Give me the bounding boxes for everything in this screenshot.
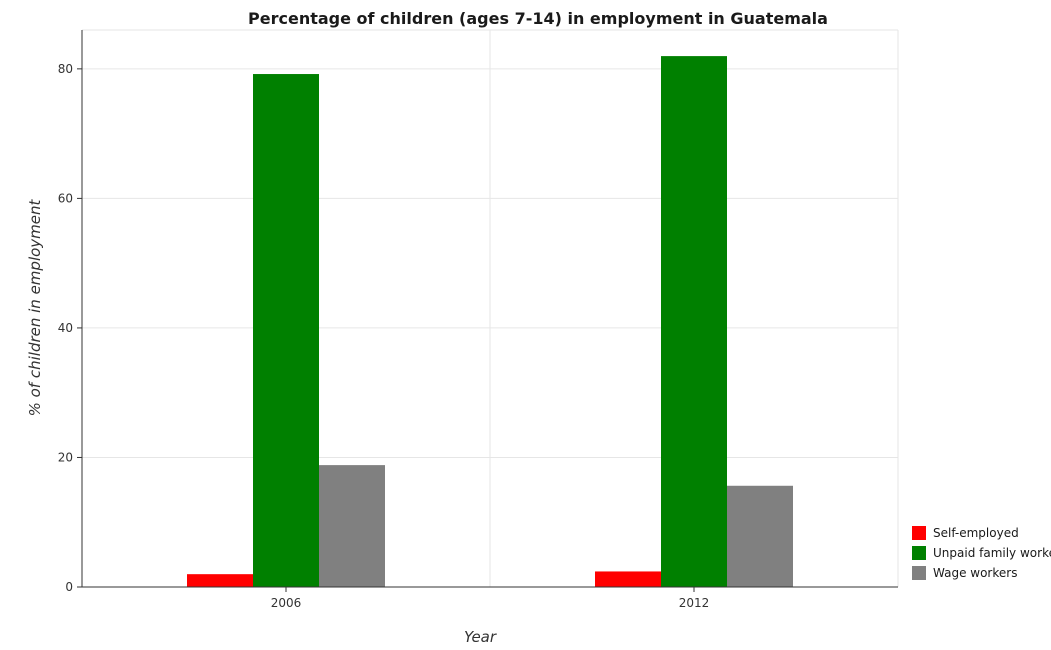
y-ticks: 0 20 40 60 80 — [58, 62, 82, 594]
y-tick-label: 20 — [58, 450, 73, 464]
bar-unpaid-family-workers-2012 — [661, 56, 727, 587]
legend-label: Self-employed — [933, 526, 1019, 540]
x-axis-label: Year — [464, 628, 497, 646]
x-ticks: 2006 2012 — [271, 587, 710, 610]
bar-wage-workers-2012 — [727, 486, 793, 587]
bar-self-employed-2012 — [595, 571, 661, 587]
bar-self-employed-2006 — [187, 574, 253, 587]
legend-label: Unpaid family workers — [933, 546, 1051, 560]
y-tick-label: 60 — [58, 191, 73, 205]
bar-unpaid-family-workers-2006 — [253, 74, 319, 587]
legend-label: Wage workers — [933, 566, 1017, 580]
legend: Self-employed Unpaid family workers Wage w… — [912, 526, 1051, 580]
y-tick-label: 0 — [65, 580, 73, 594]
legend-swatch — [912, 546, 926, 560]
legend-swatch — [912, 566, 926, 580]
chart-title: Percentage of children (ages 7-14) in em… — [248, 9, 828, 28]
y-tick-label: 40 — [58, 321, 73, 335]
x-tick-label: 2012 — [679, 596, 710, 610]
x-tick-label: 2006 — [271, 596, 302, 610]
y-tick-label: 80 — [58, 62, 73, 76]
legend-swatch — [912, 526, 926, 540]
y-axis-label: % of children in employment — [26, 198, 44, 416]
bar-wage-workers-2006 — [319, 465, 385, 587]
